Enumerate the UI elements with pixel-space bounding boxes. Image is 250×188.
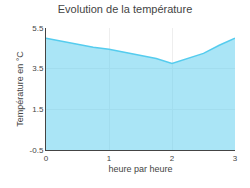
svg-text:3: 3 <box>233 154 238 163</box>
svg-text:Température en °C: Température en °C <box>15 51 25 127</box>
svg-text:3.5: 3.5 <box>32 64 44 73</box>
svg-text:-0.5: -0.5 <box>30 146 44 155</box>
svg-text:5.5: 5.5 <box>32 24 44 33</box>
svg-text:1.5: 1.5 <box>32 105 44 114</box>
svg-text:1: 1 <box>107 154 112 163</box>
svg-text:0: 0 <box>44 154 49 163</box>
svg-text:Evolution de la température: Evolution de la température <box>58 3 193 15</box>
svg-text:heure par heure: heure par heure <box>108 164 172 174</box>
svg-text:2: 2 <box>170 154 175 163</box>
